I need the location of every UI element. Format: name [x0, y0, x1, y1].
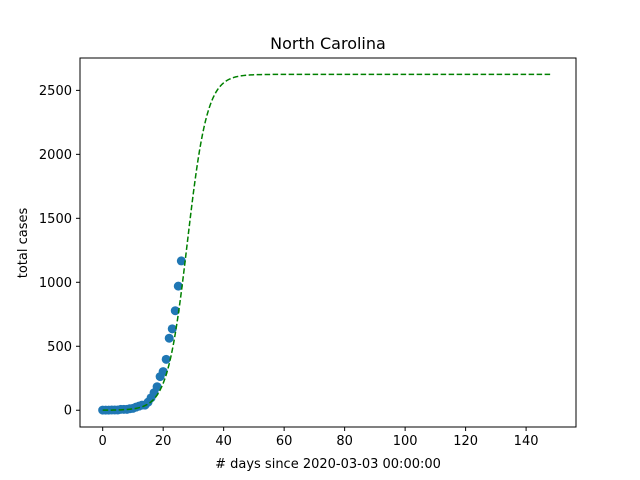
- x-tick-label: 100: [393, 434, 418, 449]
- data-point: [152, 382, 162, 392]
- y-tick-label: 2000: [39, 148, 72, 163]
- y-tick-label: 500: [47, 340, 72, 355]
- y-axis-label: total cases: [16, 208, 31, 279]
- x-tick-label: 80: [336, 434, 353, 449]
- fit-curve: [102, 73, 551, 411]
- x-axis-label: # days since 2020-03-03 00:00:00: [215, 457, 441, 472]
- data-point: [158, 367, 168, 377]
- x-tick-label: 120: [453, 434, 478, 449]
- x-axis-ticks: 0 20 40 60 80 100 120 140: [99, 427, 539, 449]
- x-tick-label: 0: [99, 434, 107, 449]
- x-tick-label: 40: [215, 434, 232, 449]
- x-tick-label: 20: [155, 434, 172, 449]
- y-tick-label: 0: [64, 404, 72, 419]
- x-tick-label: 140: [514, 434, 539, 449]
- data-point: [170, 306, 180, 316]
- data-point: [167, 324, 177, 334]
- x-tick-label: 60: [276, 434, 293, 449]
- plot-area: [98, 73, 551, 415]
- axes-frame: [79, 57, 577, 428]
- y-tick-label: 2500: [39, 84, 72, 99]
- y-axis-ticks: 0 500 1000 1500 2000 2500: [39, 84, 80, 419]
- chart-title: North Carolina: [270, 34, 386, 53]
- y-tick-label: 1000: [39, 276, 72, 291]
- data-point: [173, 281, 183, 291]
- data-point: [161, 354, 171, 364]
- data-point: [176, 256, 186, 266]
- data-point: [164, 333, 174, 343]
- y-tick-label: 1500: [39, 212, 72, 227]
